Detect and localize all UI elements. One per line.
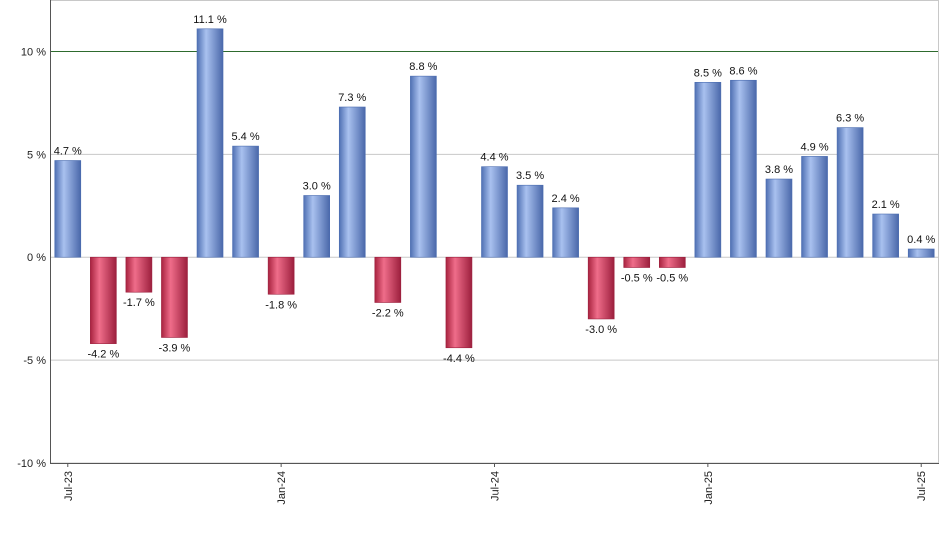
- data-label: -1.7 %: [123, 297, 155, 309]
- y-tick-label: 10 %: [21, 46, 46, 58]
- data-label: -2.2 %: [372, 307, 404, 319]
- data-label: 0.4 %: [907, 234, 935, 246]
- bar-apr-25: [801, 156, 828, 258]
- bar-may-24: [410, 75, 437, 258]
- bars: [54, 28, 935, 349]
- bar-dec-24: [658, 256, 686, 268]
- bar-may-25: [836, 127, 864, 258]
- data-label: 8.5 %: [694, 67, 722, 79]
- data-label: -0.5 %: [621, 273, 653, 285]
- data-label: 4.9 %: [800, 141, 828, 153]
- data-labels: 4.7 % -4.2 % -1.7 % -3.9 % 11.1 % 5.4 % -1.8 %…: [54, 14, 936, 365]
- bar-oct-23: [161, 256, 188, 338]
- x-tick-label: Jan-24: [276, 471, 288, 505]
- data-label: -3.9 %: [159, 342, 191, 354]
- data-label: 8.6 %: [729, 65, 757, 77]
- bar-aug-23: [90, 256, 117, 344]
- bar-nov-24: [623, 256, 651, 268]
- x-tick-label: Jul-23: [63, 471, 75, 501]
- bar-jul-25: [907, 248, 935, 258]
- data-label: -0.5 %: [656, 273, 688, 285]
- data-label: 2.1 %: [872, 199, 900, 211]
- data-label: 6.3 %: [836, 113, 864, 125]
- bar-mar-25: [765, 178, 793, 258]
- bar-feb-24: [303, 195, 331, 258]
- bar-oct-24: [587, 256, 615, 320]
- bar-aug-24: [516, 184, 544, 258]
- bar-sep-24: [552, 207, 579, 258]
- y-tick-label: -10 %: [17, 458, 46, 470]
- data-label: 3.8 %: [765, 164, 793, 176]
- data-label: 5.4 %: [232, 131, 260, 143]
- bar-sep-23: [125, 256, 153, 293]
- x-tick-label: Jan-25: [703, 471, 715, 505]
- bar-mar-24: [338, 106, 366, 258]
- bar-jun-25: [872, 213, 899, 258]
- bar-jan-24: [267, 256, 295, 295]
- data-label: 11.1 %: [193, 14, 227, 26]
- x-tick-label: Jul-24: [490, 471, 502, 501]
- bar-apr-24: [374, 256, 402, 303]
- bar-dec-23: [232, 145, 259, 258]
- bar-jan-25: [694, 82, 722, 258]
- data-label: 2.4 %: [552, 193, 580, 205]
- bar-jun-24: [445, 256, 473, 349]
- data-label: -4.4 %: [443, 353, 475, 365]
- data-label: 4.4 %: [480, 152, 508, 164]
- x-tick-label: Jul-25: [916, 471, 928, 501]
- bar-jul-23: [54, 160, 82, 258]
- data-label: 3.5 %: [516, 170, 544, 182]
- bar-jul-24: [481, 166, 508, 258]
- data-label: 7.3 %: [338, 92, 366, 104]
- data-label: 4.7 %: [54, 146, 82, 158]
- data-label: -4.2 %: [87, 349, 119, 361]
- bar-nov-23: [196, 28, 224, 258]
- y-tick-label: -5 %: [23, 355, 46, 367]
- y-tick-label: 0 %: [27, 252, 46, 264]
- data-label: -3.0 %: [585, 324, 617, 336]
- bar-feb-25: [730, 79, 757, 258]
- y-tick-label: 5 %: [27, 149, 46, 161]
- data-label: 3.0 %: [303, 180, 331, 192]
- axes: 10 % 5 % 0 % -5 % -10 % Jul-23 Jan-24 Jul-24 Jan…: [17, 0, 939, 505]
- data-label: 8.8 %: [409, 61, 437, 73]
- data-label: -1.8 %: [265, 299, 297, 311]
